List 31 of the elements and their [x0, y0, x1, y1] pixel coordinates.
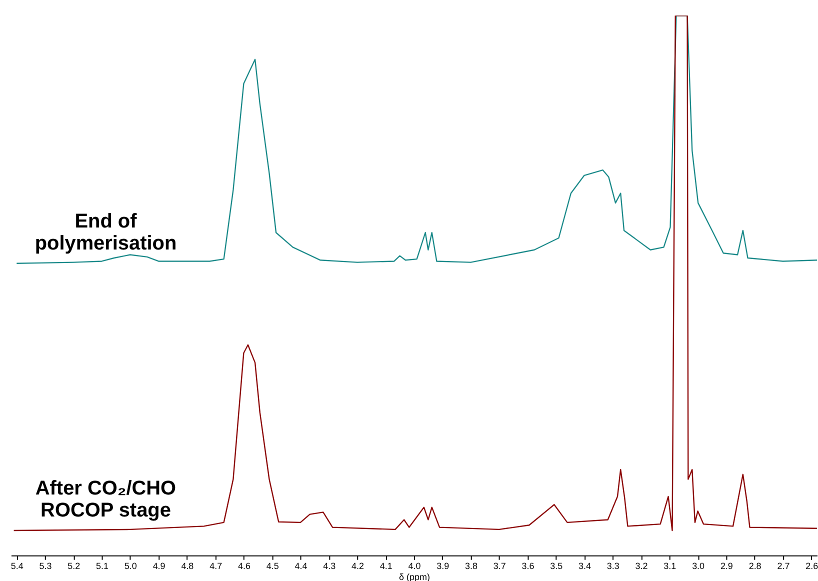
series-label: End of polymerisation: [34, 210, 177, 254]
x-tick-label: 3.7: [493, 560, 506, 571]
x-tick-label: 3.9: [436, 560, 450, 571]
x-tick-label: 5.0: [124, 560, 137, 571]
x-tick-label: 4.3: [323, 560, 336, 571]
x-tick-label: 3.0: [692, 560, 705, 571]
x-tick-label: 4.2: [351, 560, 364, 571]
x-tick-label: 3.3: [606, 560, 620, 571]
x-tick-label: 3.1: [664, 560, 676, 571]
x-tick-label: 5.4: [10, 560, 24, 571]
x-tick-label: 2.7: [777, 560, 790, 571]
series-label: After CO₂/CHO ROCOP stage: [35, 478, 176, 522]
x-tick-label: 4.8: [181, 560, 194, 571]
x-tick-label: 2.6: [806, 560, 818, 571]
x-tick-label: 4.5: [266, 560, 279, 571]
x-tick-label: 4.1: [380, 560, 392, 571]
x-tick-label: 5.2: [68, 560, 80, 571]
x-tick-label: 3.8: [465, 560, 478, 571]
x-tick-label: 4.4: [294, 560, 308, 571]
x-tick-label: 4.0: [408, 560, 421, 571]
x-tick-label: 4.9: [152, 560, 166, 571]
x-tick-label: 3.5: [550, 560, 563, 571]
x-tick-label: 3.4: [578, 560, 592, 571]
x-tick-label: 4.6: [238, 560, 250, 571]
x-tick-label: 3.6: [522, 560, 534, 571]
x-tick-label: 5.3: [39, 560, 52, 571]
x-tick-label: 2.9: [720, 560, 733, 571]
x-tick-label: 5.1: [96, 560, 109, 571]
x-tick-label: 2.8: [748, 560, 762, 571]
x-tick-label: 4.7: [210, 560, 222, 571]
x-tick-label: 3.2: [635, 560, 648, 571]
